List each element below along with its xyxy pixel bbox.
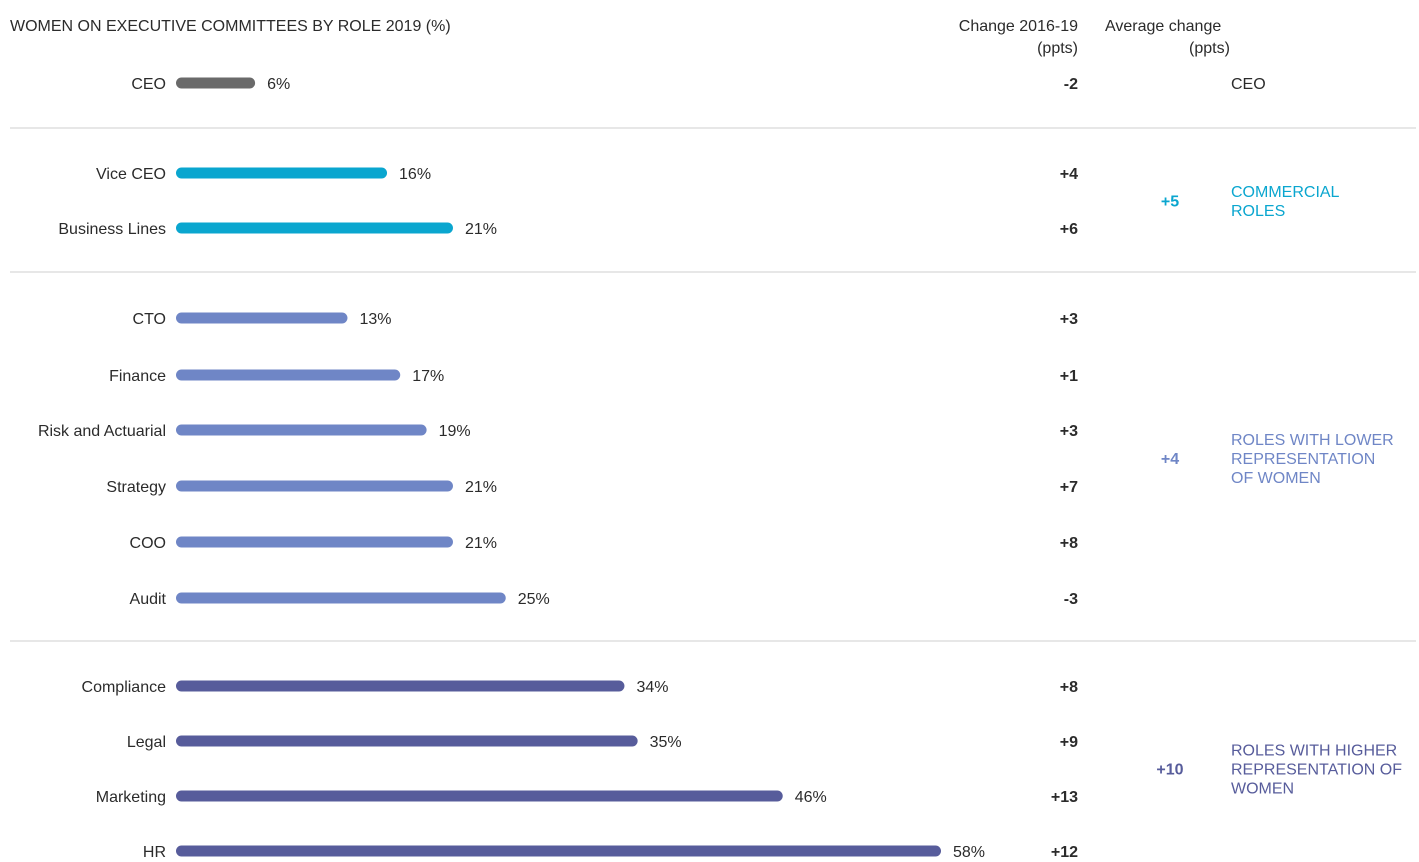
bar-value-label: 13% — [359, 311, 391, 328]
change-header-line1: Change 2016-19 — [959, 18, 1078, 35]
change-value: +8 — [1060, 679, 1078, 696]
row-label: Strategy — [106, 479, 166, 496]
group-label: CEO — [1231, 76, 1266, 93]
change-value: -2 — [1064, 76, 1078, 93]
row-label: CEO — [131, 76, 166, 93]
row-label: COO — [130, 535, 166, 552]
group-average: +5 — [1161, 194, 1179, 211]
bar — [176, 680, 625, 692]
group-label: REPRESENTATION — [1231, 451, 1375, 468]
bar-value-label: 21% — [465, 221, 497, 238]
change-value: +7 — [1060, 479, 1078, 496]
change-header-line2: (ppts) — [1037, 40, 1078, 57]
row-label: HR — [143, 844, 166, 861]
row-label: Audit — [130, 591, 167, 608]
row-label: Risk and Actuarial — [38, 423, 166, 440]
row-label: CTO — [133, 311, 166, 328]
row-label: Vice CEO — [96, 166, 166, 183]
group-label: REPRESENTATION OF — [1231, 762, 1402, 779]
change-value: +3 — [1060, 423, 1078, 440]
row-label: Business Lines — [58, 221, 166, 238]
bar — [176, 480, 453, 492]
change-value: -3 — [1064, 591, 1078, 608]
change-value: +3 — [1060, 311, 1078, 328]
bar — [176, 369, 401, 381]
bar-value-label: 21% — [465, 535, 497, 552]
bar — [176, 790, 783, 802]
bar-value-label: 19% — [439, 423, 471, 440]
bar-value-label: 6% — [267, 76, 290, 93]
bar-value-label: 21% — [465, 479, 497, 496]
bar — [176, 592, 506, 604]
change-value: +1 — [1060, 368, 1078, 385]
bar-value-label: 17% — [412, 368, 444, 385]
row-label: Marketing — [96, 789, 166, 806]
row-label: Compliance — [82, 679, 167, 696]
bar-value-label: 25% — [518, 591, 550, 608]
change-value: +4 — [1060, 166, 1078, 183]
plot-area: CEO 6% -2 CEO Vice CEO 16% +4 Business Lines 21%… — [10, 76, 1416, 861]
avg-header-line2: (ppts) — [1189, 40, 1230, 57]
bar — [176, 424, 427, 436]
group-label: WOMEN — [1231, 781, 1294, 798]
group-average: +10 — [1156, 762, 1183, 779]
change-value: +8 — [1060, 535, 1078, 552]
bar-value-label: 46% — [795, 789, 827, 806]
bar-value-label: 58% — [953, 844, 985, 861]
group-label: COMMERCIAL — [1231, 184, 1340, 201]
bar-value-label: 16% — [399, 166, 431, 183]
bar-value-label: 34% — [636, 679, 668, 696]
row-label: Legal — [127, 734, 166, 751]
group-label: OF WOMEN — [1231, 470, 1321, 487]
bar — [176, 77, 256, 89]
bar — [176, 536, 453, 548]
bar — [176, 845, 941, 857]
group-label: ROLES — [1231, 203, 1285, 220]
row-label: Finance — [109, 368, 166, 385]
change-value: +9 — [1060, 734, 1078, 751]
group-average: +4 — [1161, 451, 1179, 468]
bar — [176, 167, 388, 179]
change-value: +6 — [1060, 221, 1078, 238]
bar — [176, 222, 453, 234]
change-value: +12 — [1051, 844, 1078, 861]
avg-header-line1: Average change — [1105, 18, 1221, 35]
chart-title: WOMEN ON EXECUTIVE COMMITTEES BY ROLE 20… — [10, 18, 451, 35]
group-label: ROLES WITH HIGHER — [1231, 743, 1397, 760]
group-label: ROLES WITH LOWER — [1231, 432, 1394, 449]
bar — [176, 312, 348, 324]
bar-value-label: 35% — [650, 734, 682, 751]
change-value: +13 — [1051, 789, 1078, 806]
bar — [176, 735, 638, 747]
